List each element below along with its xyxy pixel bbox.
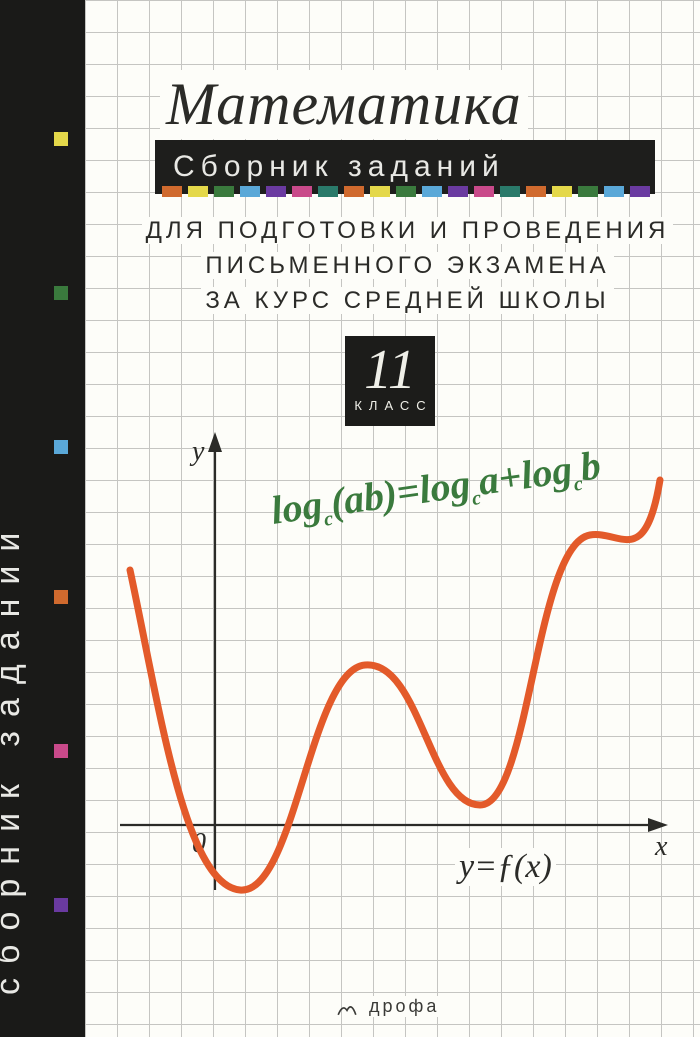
spine-square bbox=[54, 590, 68, 604]
strip-square bbox=[526, 186, 546, 197]
desc-line-1: ДЛЯ ПОДГОТОВКИ И ПРОВЕДЕНИЯ bbox=[142, 217, 674, 244]
grade-label: КЛАСС bbox=[345, 398, 435, 413]
strip-square bbox=[474, 186, 494, 197]
strip-square bbox=[318, 186, 338, 197]
strip-square bbox=[448, 186, 468, 197]
strip-square bbox=[396, 186, 416, 197]
grade-number: 11 bbox=[345, 336, 435, 398]
strip-square bbox=[162, 186, 182, 197]
y-arrow-icon bbox=[208, 432, 222, 452]
strip-square bbox=[370, 186, 390, 197]
function-label: y=ƒ(x) bbox=[455, 848, 556, 886]
desc-line-2: ПИСЬМЕННОГО ЭКЗАМЕНА bbox=[201, 252, 613, 279]
spine-square bbox=[54, 440, 68, 454]
function-curve bbox=[130, 480, 660, 890]
publisher-icon bbox=[336, 995, 358, 1017]
color-strip bbox=[162, 186, 650, 197]
y-axis-label: y bbox=[189, 436, 205, 467]
title: Математика bbox=[160, 70, 528, 139]
strip-square bbox=[500, 186, 520, 197]
spine: сборник заданий bbox=[0, 0, 85, 1037]
strip-square bbox=[292, 186, 312, 197]
grade-box: 11 КЛАСС bbox=[345, 336, 435, 426]
description: ДЛЯ ПОДГОТОВКИ И ПРОВЕДЕНИЯ ПИСЬМЕННОГО … bbox=[135, 214, 680, 318]
spine-color-squares bbox=[54, 0, 68, 1037]
strip-square bbox=[552, 186, 572, 197]
publisher: дрофа bbox=[365, 996, 443, 1017]
strip-square bbox=[266, 186, 286, 197]
subtitle-text: Сборник заданий bbox=[173, 150, 505, 183]
strip-square bbox=[240, 186, 260, 197]
spine-square bbox=[54, 898, 68, 912]
strip-square bbox=[630, 186, 650, 197]
strip-square bbox=[578, 186, 598, 197]
spine-square bbox=[54, 744, 68, 758]
strip-square bbox=[188, 186, 208, 197]
strip-square bbox=[214, 186, 234, 197]
strip-square bbox=[604, 186, 624, 197]
strip-square bbox=[344, 186, 364, 197]
spine-text: сборник заданий bbox=[0, 519, 28, 995]
x-arrow-icon bbox=[648, 818, 668, 832]
spine-square bbox=[54, 286, 68, 300]
desc-line-3: ЗА КУРС СРЕДНЕЙ ШКОЛЫ bbox=[201, 287, 613, 314]
x-axis-label: x bbox=[654, 831, 668, 862]
spine-square bbox=[54, 132, 68, 146]
strip-square bbox=[422, 186, 442, 197]
